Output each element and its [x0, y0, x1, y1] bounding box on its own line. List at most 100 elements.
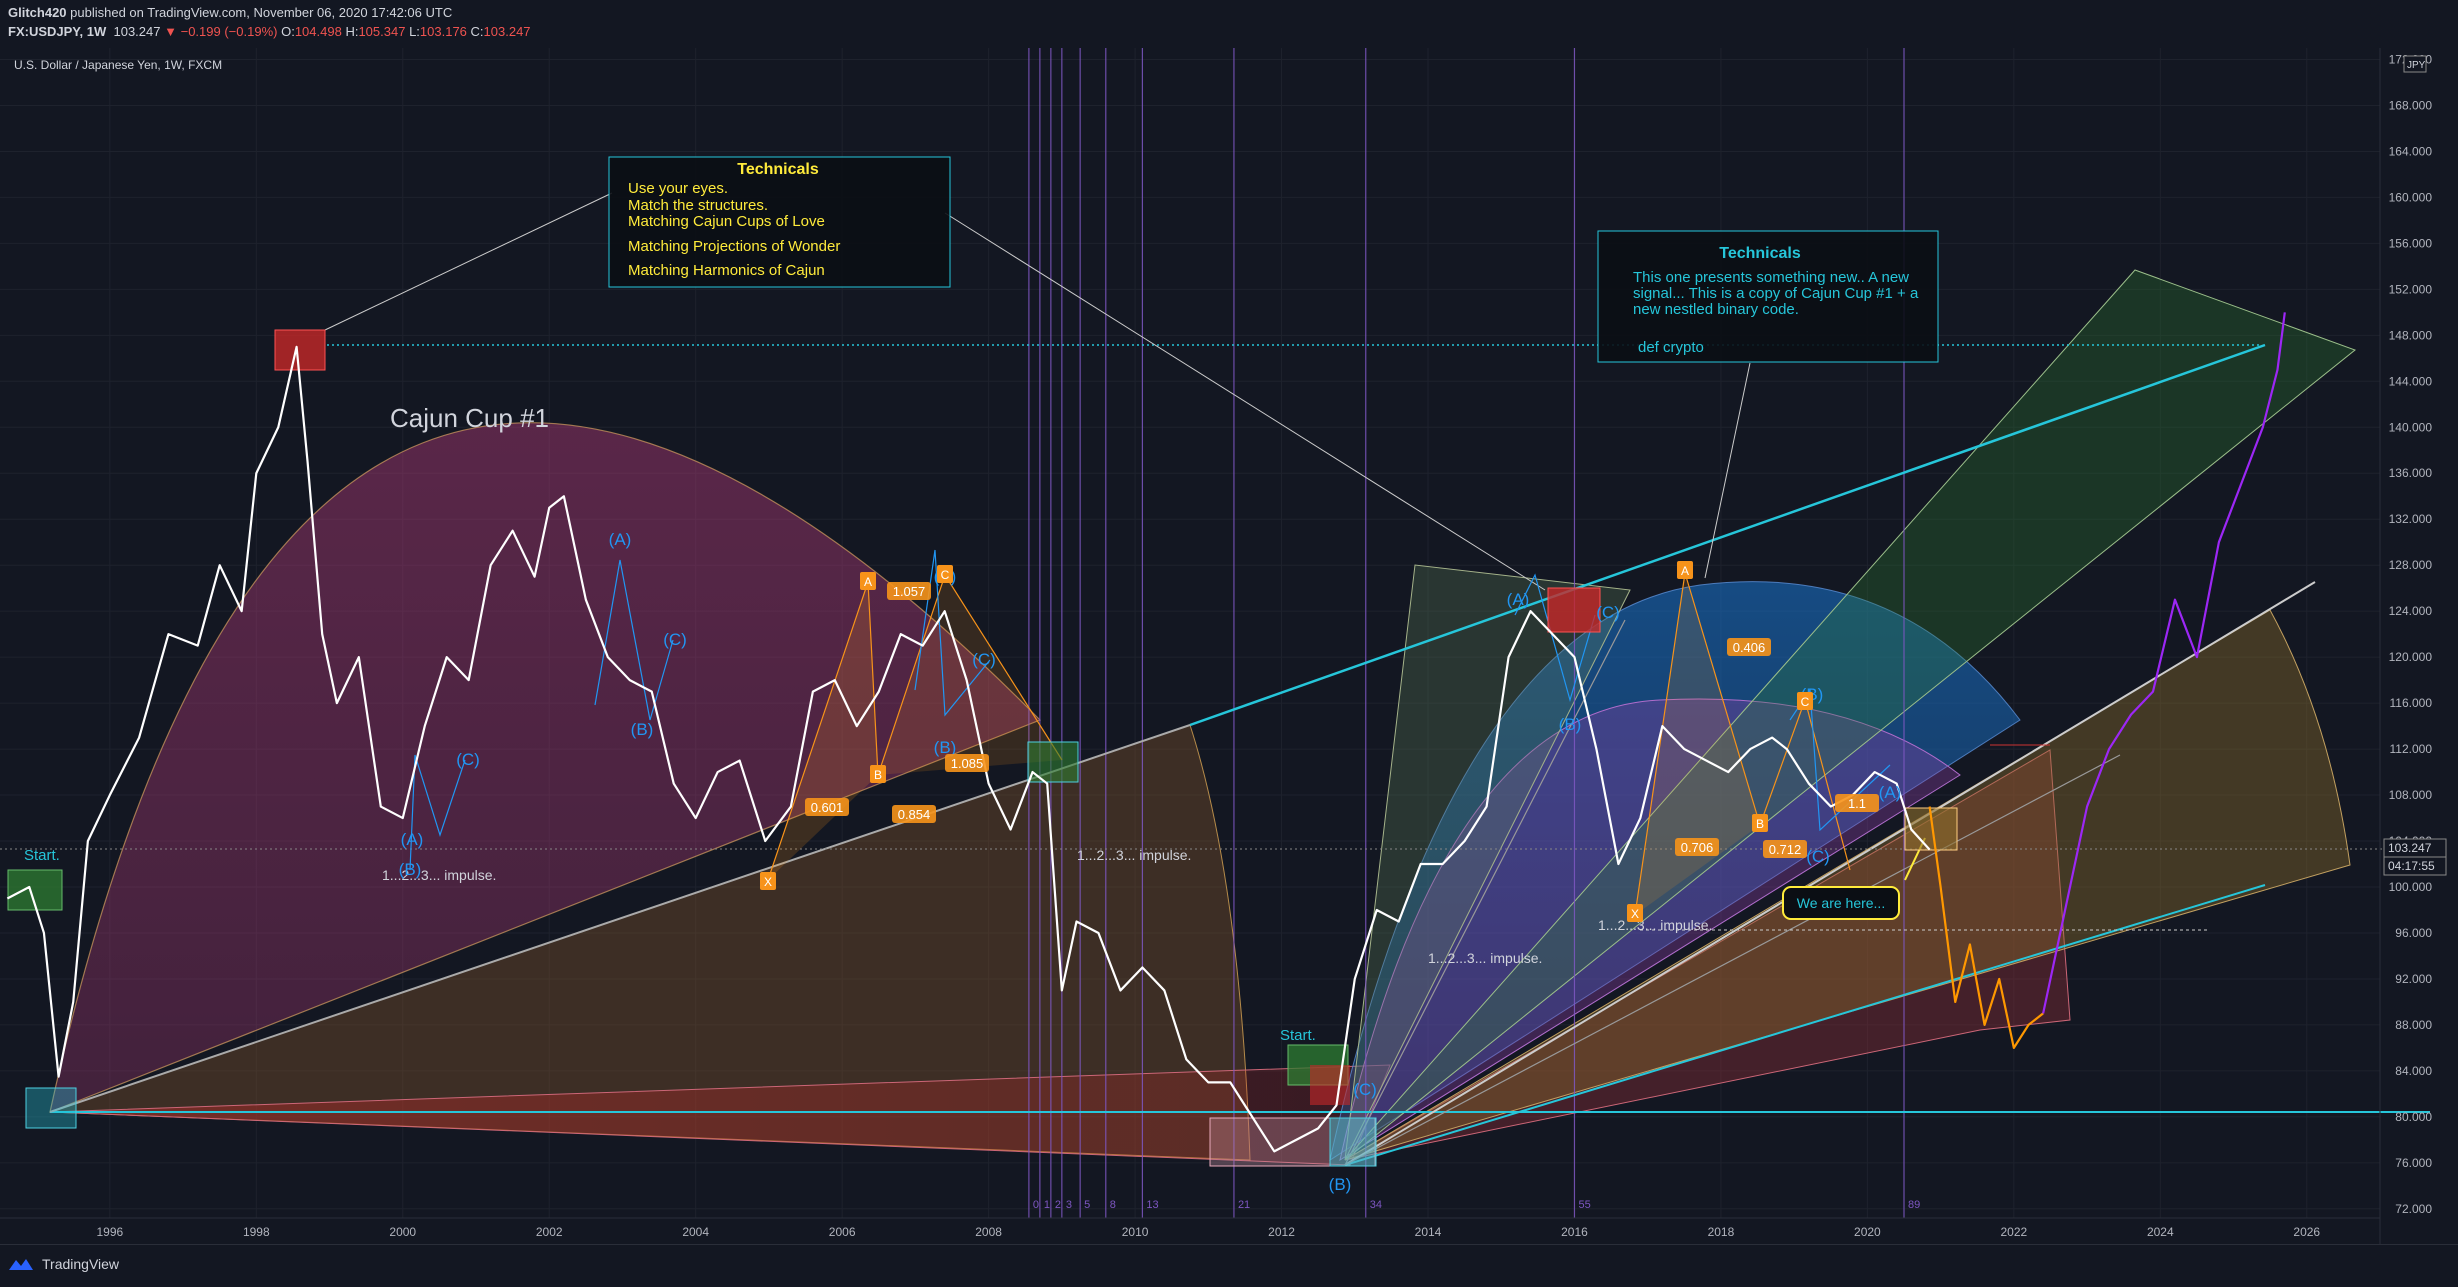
symbol[interactable]: FX:USDJPY, 1W: [8, 24, 107, 39]
y-tick-label: 168.000: [2389, 98, 2433, 112]
impulse-label: 1...2...3... impulse.: [1077, 847, 1191, 863]
y-tick-label: 108.000: [2389, 788, 2433, 802]
fib-time-number: 55: [1578, 1199, 1590, 1211]
technicals-box-2: Technicals This one presents something n…: [1597, 230, 1939, 363]
time-axis[interactable]: 1996 1998 2000 2002 2004 2006 2008 2010 2012 2014…: [96, 1225, 2320, 1239]
wave-label: (C): [663, 630, 687, 649]
fib-time-number: 89: [1908, 1199, 1920, 1211]
y-tick-label: 148.000: [2389, 328, 2433, 342]
open-label: O:: [281, 24, 295, 39]
technicals-line: new nestled binary code.: [1633, 301, 1799, 318]
cajun-cup-2-shape: [1329, 269, 2357, 1162]
low-label: L:: [409, 24, 420, 39]
x-tick-label: 2000: [389, 1225, 416, 1239]
x-tick-label: 2012: [1268, 1225, 1295, 1239]
fib-time-number: 3: [1066, 1199, 1072, 1211]
wave-label: (B): [1329, 1175, 1352, 1194]
y-tick-label: 84.000: [2395, 1064, 2432, 1078]
technicals-line: Matching Projections of Wonder: [628, 238, 840, 255]
countdown-tag: 04:17:55: [2388, 859, 2435, 873]
fib-ratio-label: 0.706: [1681, 840, 1714, 855]
price-line: [6, 345, 1931, 1153]
open-value: 104.498: [294, 24, 342, 39]
fib-time-number: 1: [1044, 1199, 1050, 1211]
y-tick-label: 136.000: [2389, 466, 2433, 480]
technicals-line: Matching Harmonics of Cajun: [628, 262, 825, 279]
fib-time-number: 0: [1033, 1199, 1039, 1211]
fib-time-number: 2: [1055, 1199, 1061, 1211]
high-value: 105.347: [358, 24, 406, 39]
x-tick-label: 2002: [536, 1225, 563, 1239]
x-tick-label: 2026: [2293, 1225, 2320, 1239]
fib-time-number: 34: [1370, 1199, 1382, 1211]
pattern-point-box: [1752, 814, 1768, 832]
pattern-point-label: B: [1756, 817, 1764, 831]
impulse-label: 1...2...3... impulse.: [1428, 950, 1542, 966]
fib-ratio-box: [805, 798, 849, 816]
pattern-point-label: C: [1801, 695, 1810, 709]
wave-label: (A): [401, 830, 424, 849]
fib-ratio-label: 1.085: [951, 756, 984, 771]
y-tick-label: 164.000: [2389, 144, 2433, 158]
wave-label: (C): [1806, 847, 1830, 866]
wave-label: (A): [1507, 590, 1530, 609]
start-label: Start.: [1280, 1027, 1316, 1044]
down-arrow-icon: ▼: [164, 24, 177, 39]
fib-ratio-box: [892, 805, 936, 823]
fib-ratio-label: 0.712: [1769, 842, 1802, 857]
cajun-cup-1-shape: [49, 422, 1391, 1166]
y-tick-label: 128.000: [2389, 558, 2433, 572]
fib-ratio-box: [1835, 794, 1879, 812]
y-tick-label: 116.000: [2390, 696, 2433, 710]
pattern-point-box: [1677, 561, 1693, 579]
pattern-point-label: A: [864, 575, 872, 589]
footer: TradingView: [0, 1244, 2458, 1287]
technicals-line: Match the structures.: [628, 197, 768, 214]
price-line: [2042, 312, 2286, 1014]
x-tick-label: 2016: [1561, 1225, 1588, 1239]
cup-label: Cajun Cup #1: [390, 403, 549, 433]
fib-ratio-box: [1675, 838, 1719, 856]
x-tick-label: 2006: [829, 1225, 856, 1239]
y-tick-label: 80.000: [2395, 1110, 2432, 1124]
x-tick-label: 1998: [243, 1225, 270, 1239]
y-tick-label: 72.000: [2395, 1202, 2432, 1216]
brand-name[interactable]: TradingView: [42, 1256, 120, 1272]
fib-ratio-labels: 1.057 1.085 0.601 0.854 0.406 0.706 0.712 1.1: [805, 582, 1879, 858]
impulse-label: 1...2...3... impulse.: [382, 867, 496, 883]
y-tick-label: 160.000: [2389, 190, 2433, 204]
fib-time-number: 8: [1110, 1199, 1116, 1211]
high-label: H:: [345, 24, 359, 39]
y-tick-label: 100.000: [2389, 880, 2433, 894]
pattern-point-box: [1627, 904, 1643, 922]
x-tick-label: 2024: [2147, 1225, 2174, 1239]
wave-label: (B): [1559, 715, 1582, 734]
y-tick-label: 88.000: [2395, 1018, 2432, 1032]
technicals-line: Use your eyes.: [628, 180, 728, 197]
price-axis[interactable]: 72.000 76.000 80.000 84.000 88.000 92.000 96.0…: [2389, 52, 2433, 1215]
wave-label: (C): [456, 750, 480, 769]
fib-ratio-box: [1763, 840, 1807, 858]
we-are-here-callout: We are here...: [1782, 886, 1900, 920]
currency-badge: JPY: [2407, 60, 2426, 71]
pattern-point-box: [860, 572, 876, 590]
wave-label: (B): [631, 720, 654, 739]
y-tick-label: 124.000: [2389, 604, 2433, 618]
technicals-line: signal... This is a copy of Cajun Cup #1…: [1633, 285, 1919, 302]
x-tick-label: 1996: [96, 1225, 123, 1239]
y-tick-label: 92.000: [2395, 972, 2432, 986]
pattern-point-box: [760, 872, 776, 890]
technicals-title-2: Technicals: [1719, 245, 1801, 262]
pattern-point-label: X: [1631, 907, 1639, 921]
y-tick-label: 120.000: [2389, 650, 2433, 664]
close-label: C:: [470, 24, 484, 39]
technicals-title-1: Technicals: [737, 161, 819, 178]
x-tick-label: 2018: [1708, 1225, 1735, 1239]
fib-ratio-box: [1727, 638, 1771, 656]
pane-title: U.S. Dollar / Japanese Yen, 1W, FXCM: [14, 58, 223, 72]
y-tick-label: 156.000: [2389, 236, 2433, 250]
fib-time-number: 13: [1146, 1199, 1158, 1211]
author[interactable]: Glitch420: [8, 5, 67, 20]
fib-ratio-box: [945, 754, 989, 772]
